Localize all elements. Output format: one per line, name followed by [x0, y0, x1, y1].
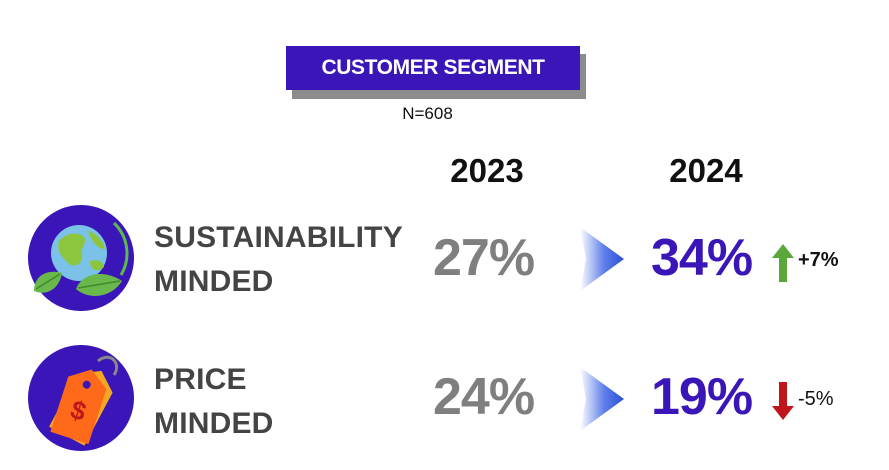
value-2024-sustainability: 34%: [651, 229, 753, 287]
value-2024-price: 19%: [651, 368, 753, 426]
year-current: 2024: [669, 152, 743, 189]
price-tag-icon: $: [26, 343, 136, 453]
segment-label-line2: MINDED: [154, 407, 274, 440]
sample-size: N=608: [402, 104, 453, 123]
arrow-up-icon: [772, 244, 794, 282]
segment-label-sustainability: SUSTAINABILITY MINDED: [154, 216, 403, 304]
year-previous: 2023: [450, 152, 524, 189]
segment-label-line1: PRICE: [154, 363, 247, 396]
arrow-right-icon: [580, 367, 626, 431]
arrow-down-icon: [772, 382, 794, 420]
segment-label-price: PRICE MINDED: [154, 358, 274, 446]
segment-label-line1: SUSTAINABILITY: [154, 221, 403, 254]
value-2023-sustainability: 27%: [433, 229, 535, 287]
arrow-right-icon: [580, 227, 626, 291]
globe-leaves-icon: [26, 203, 136, 313]
segment-label-line2: MINDED: [154, 265, 274, 298]
change-price: -5%: [798, 388, 834, 410]
segment-banner: CUSTOMER SEGMENT: [286, 46, 580, 90]
value-2023-price: 24%: [433, 368, 535, 426]
change-sustainability: +7%: [798, 249, 839, 271]
